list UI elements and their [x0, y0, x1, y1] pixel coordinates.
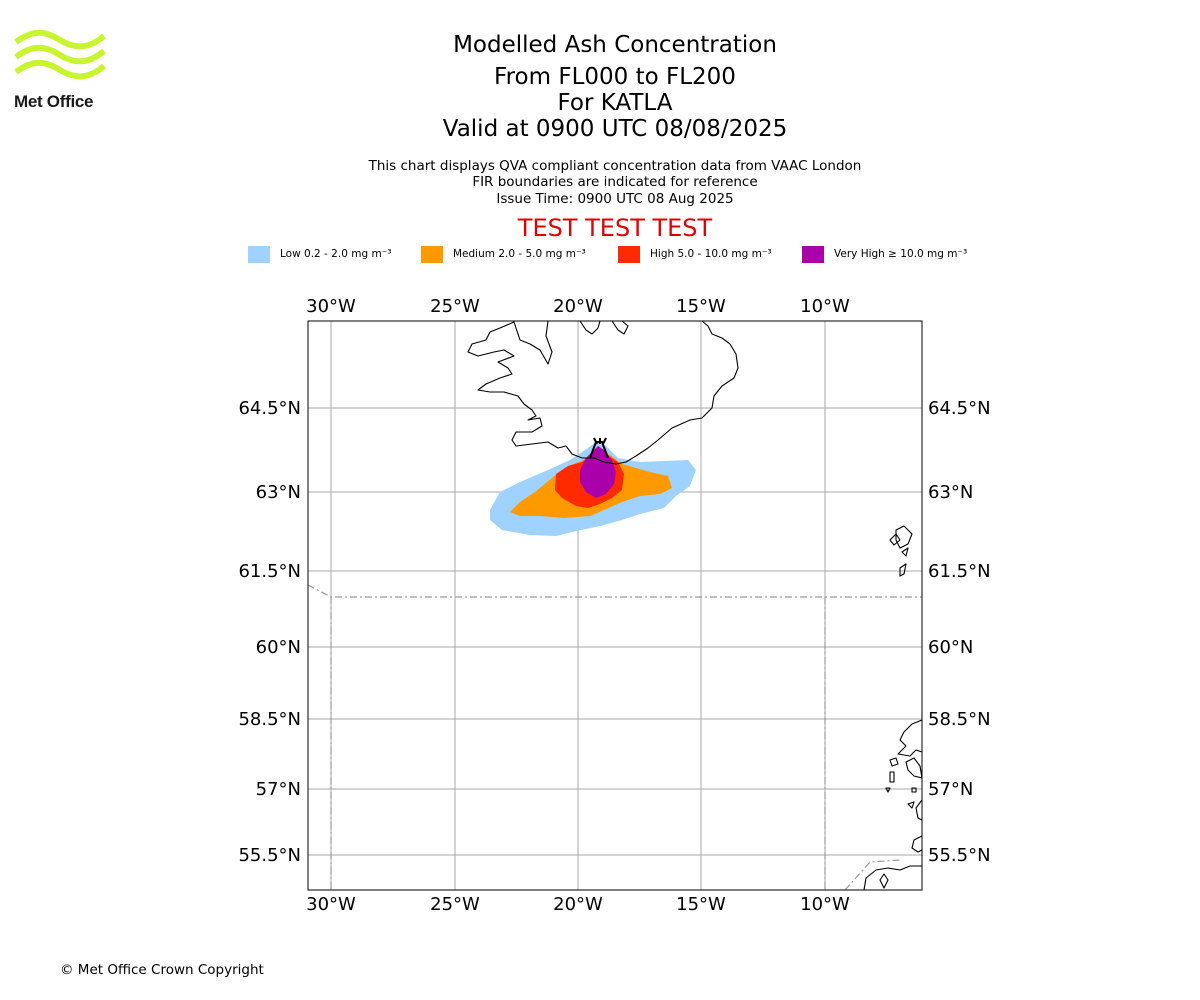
legend-label-high: High 5.0 - 10.0 mg m⁻³ — [650, 248, 772, 260]
faroe-island-3 — [901, 547, 909, 557]
lat-label-right: 63°N — [928, 482, 973, 503]
iceland-coastline — [467, 321, 739, 465]
hebrides-island-6 — [907, 801, 915, 809]
lat-label-left: 63°N — [256, 482, 301, 503]
faroe-island-1 — [889, 533, 901, 546]
valid-time: Valid at 0900 UTC 08/08/2025 — [442, 116, 788, 142]
lat-label-right: 57°N — [928, 779, 973, 800]
faroe-island-4 — [899, 563, 907, 577]
hebrides-island-5 — [911, 787, 917, 793]
lat-label-left: 64.5°N — [238, 398, 301, 419]
lat-label-right: 61.5°N — [928, 561, 991, 582]
flight-level-range: From FL000 to FL200 — [494, 64, 736, 90]
qva-note: This chart displays QVA compliant concen… — [368, 158, 862, 174]
scotland-coast-north — [897, 719, 922, 757]
lat-label-right: 64.5°N — [928, 398, 991, 419]
legend-label-very-high: Very High ≥ 10.0 mg m⁻³ — [834, 248, 968, 260]
lon-label-bottom: 25°W — [430, 894, 480, 915]
lat-labels-left: 64.5°N 63°N 61.5°N 60°N 58.5°N 57°N 55.5… — [238, 398, 301, 866]
legend-swatch-very-high — [802, 245, 824, 263]
scotland-coast-south — [911, 835, 922, 853]
ash-very-high-region — [580, 446, 616, 498]
logo-wordmark: Met Office — [14, 92, 94, 111]
lat-label-left: 57°N — [256, 779, 301, 800]
legend-swatch-low — [248, 245, 270, 263]
test-banner: TEST TEST TEST — [517, 214, 713, 242]
hebrides-island-2 — [889, 771, 895, 783]
volcano-name: For KATLA — [557, 90, 673, 116]
lat-labels-right: 64.5°N 63°N 61.5°N 60°N 58.5°N 57°N 55.5… — [928, 398, 991, 866]
legend-item-high: High 5.0 - 10.0 mg m⁻³ — [618, 243, 772, 265]
iceland-north-fjord — [579, 321, 601, 335]
legend-label-medium: Medium 2.0 - 5.0 mg m⁻³ — [453, 248, 586, 260]
lat-label-left: 55.5°N — [238, 845, 301, 866]
map-frame — [307, 320, 923, 891]
lon-labels-bottom: 30°W 25°W 20°W 15°W 10°W — [306, 894, 850, 915]
ireland-inlet — [879, 873, 889, 889]
legend-item-very-high: Very High ≥ 10.0 mg m⁻³ — [802, 243, 967, 265]
lat-label-left: 58.5°N — [238, 709, 301, 730]
legend: Low 0.2 - 2.0 mg m⁻³ Medium 2.0 - 5.0 mg… — [0, 243, 1200, 265]
legend-swatch-high — [618, 245, 640, 263]
fir-boundary-se — [844, 859, 901, 890]
lat-label-right: 58.5°N — [928, 709, 991, 730]
lat-label-right: 60°N — [928, 637, 973, 658]
fir-note: FIR boundaries are indicated for referen… — [472, 174, 758, 190]
chart-title: Modelled Ash Concentration — [453, 32, 777, 58]
hebrides-island-1 — [889, 757, 899, 767]
ash-plume — [490, 442, 696, 536]
legend-swatch-medium — [421, 245, 443, 263]
lon-labels-top: 30°W 25°W 20°W 15°W 10°W — [306, 296, 850, 317]
legend-item-low: Low 0.2 - 2.0 mg m⁻³ — [248, 243, 391, 265]
scotland-coast-west — [915, 799, 922, 821]
met-office-logo — [14, 30, 114, 112]
legend-item-medium: Medium 2.0 - 5.0 mg m⁻³ — [421, 243, 586, 265]
lon-label-top: 20°W — [553, 296, 603, 317]
coastlines — [467, 321, 922, 890]
lon-label-bottom: 20°W — [553, 894, 603, 915]
fir-boundaries — [308, 584, 922, 890]
lon-label-top: 15°W — [676, 296, 726, 317]
hebrides-island-4 — [885, 787, 891, 793]
graticule — [308, 321, 922, 890]
lon-label-bottom: 30°W — [306, 894, 356, 915]
lon-label-bottom: 10°W — [800, 894, 850, 915]
lat-label-left: 61.5°N — [238, 561, 301, 582]
iceland-north-fjord-2 — [611, 321, 629, 335]
lat-label-left: 60°N — [256, 637, 301, 658]
copyright-notice: © Met Office Crown Copyright — [60, 962, 264, 978]
legend-label-low: Low 0.2 - 2.0 mg m⁻³ — [280, 248, 392, 260]
lat-label-right: 55.5°N — [928, 845, 991, 866]
hebrides-island-3 — [905, 757, 922, 779]
met-office-waves-icon — [14, 30, 106, 80]
volcano-icon — [589, 437, 609, 459]
lon-label-top: 30°W — [306, 296, 356, 317]
faroe-island-2 — [895, 525, 913, 549]
fir-boundary-north — [308, 584, 922, 598]
issue-time: Issue Time: 0900 UTC 08 Aug 2025 — [496, 191, 734, 207]
ireland-north-coast — [863, 865, 922, 890]
lon-label-top: 10°W — [800, 296, 850, 317]
lon-label-bottom: 15°W — [676, 894, 726, 915]
lon-label-top: 25°W — [430, 296, 480, 317]
